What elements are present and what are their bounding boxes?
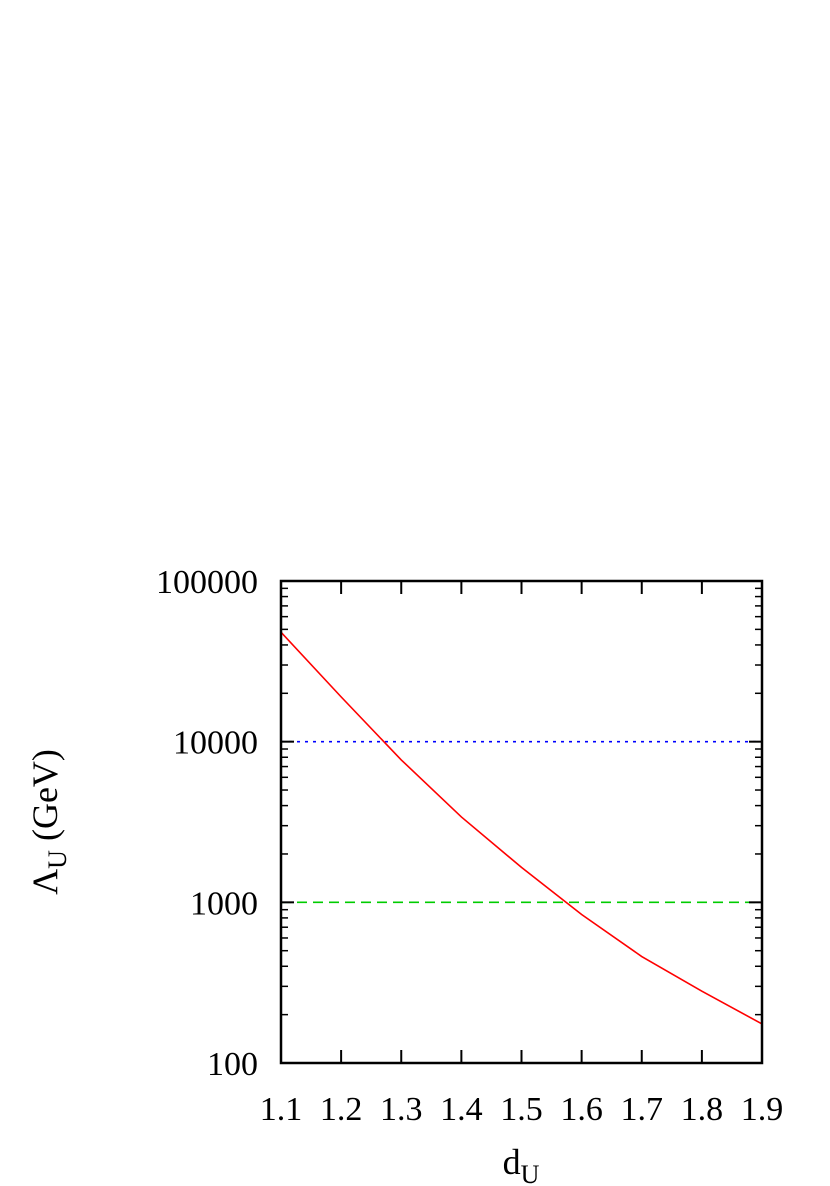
x-tick-label: 1.1 bbox=[260, 1091, 303, 1128]
x-tick-label: 1.8 bbox=[681, 1091, 724, 1128]
x-tick-label: 1.3 bbox=[380, 1091, 423, 1128]
plot-frame bbox=[279, 579, 764, 1065]
major-ticks bbox=[280, 580, 763, 1064]
x-axis-label-subscript: U bbox=[521, 1160, 540, 1186]
y-tick-label: 100 bbox=[207, 1046, 258, 1083]
x-tick-label: 1.9 bbox=[741, 1091, 784, 1128]
x-axis-label-main: d bbox=[503, 1142, 521, 1182]
x-tick-label: 1.4 bbox=[440, 1091, 483, 1128]
x-axis-label: dU bbox=[503, 1142, 540, 1186]
y-axis-label: ΛU (GeV) bbox=[25, 749, 72, 895]
y-tick-labels: 100 1000 10000 100000 bbox=[156, 564, 258, 1083]
x-tick-label: 1.6 bbox=[560, 1091, 603, 1128]
y-axis-label-main: Λ bbox=[25, 869, 65, 895]
y-axis-label-subscript: U bbox=[43, 850, 72, 869]
x-tick-label: 1.5 bbox=[500, 1091, 543, 1128]
reference-lines bbox=[281, 740, 762, 904]
y-tick-label: 100000 bbox=[156, 564, 258, 601]
y-axis-label-unit: (GeV) bbox=[25, 749, 65, 850]
x-tick-labels: 1.1 1.2 1.3 1.4 1.5 1.6 1.7 1.8 1.9 bbox=[260, 1091, 784, 1128]
x-tick-label: 1.2 bbox=[320, 1091, 363, 1128]
x-tick-label: 1.7 bbox=[621, 1091, 664, 1128]
series-group bbox=[280, 631, 763, 1025]
series-line-0 bbox=[280, 631, 763, 1025]
y-tick-label: 1000 bbox=[190, 885, 258, 922]
y-tick-label: 10000 bbox=[173, 725, 258, 762]
minor-ticks bbox=[281, 587, 762, 1016]
